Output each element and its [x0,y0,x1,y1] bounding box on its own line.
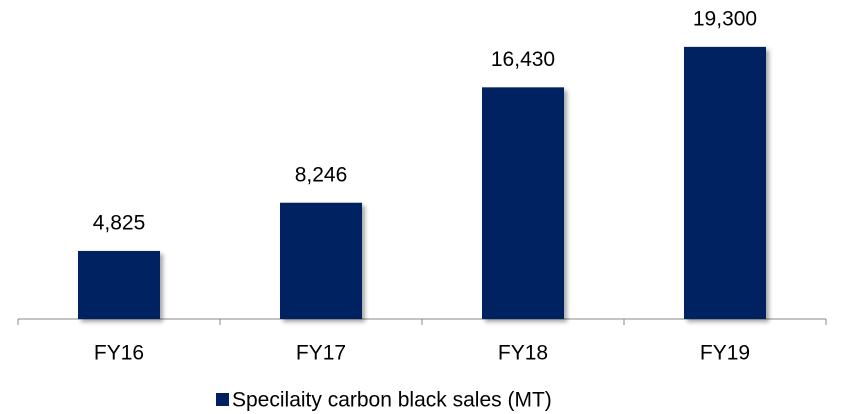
bar [78,250,160,319]
value-label: 8,246 [295,163,348,186]
legend-swatch [216,393,229,406]
x-tick-label: FY16 [94,342,144,365]
bar [280,202,362,319]
bar [482,87,564,319]
x-tick-label: FY19 [700,342,750,365]
x-tick-label: FY17 [296,342,346,365]
value-label: 4,825 [93,212,146,235]
legend-label: Specilaity carbon black sales (MT) [232,389,552,412]
value-label: 16,430 [491,48,555,71]
bar [684,46,766,320]
value-label: 19,300 [693,7,757,30]
x-tick-label: FY18 [498,342,548,365]
